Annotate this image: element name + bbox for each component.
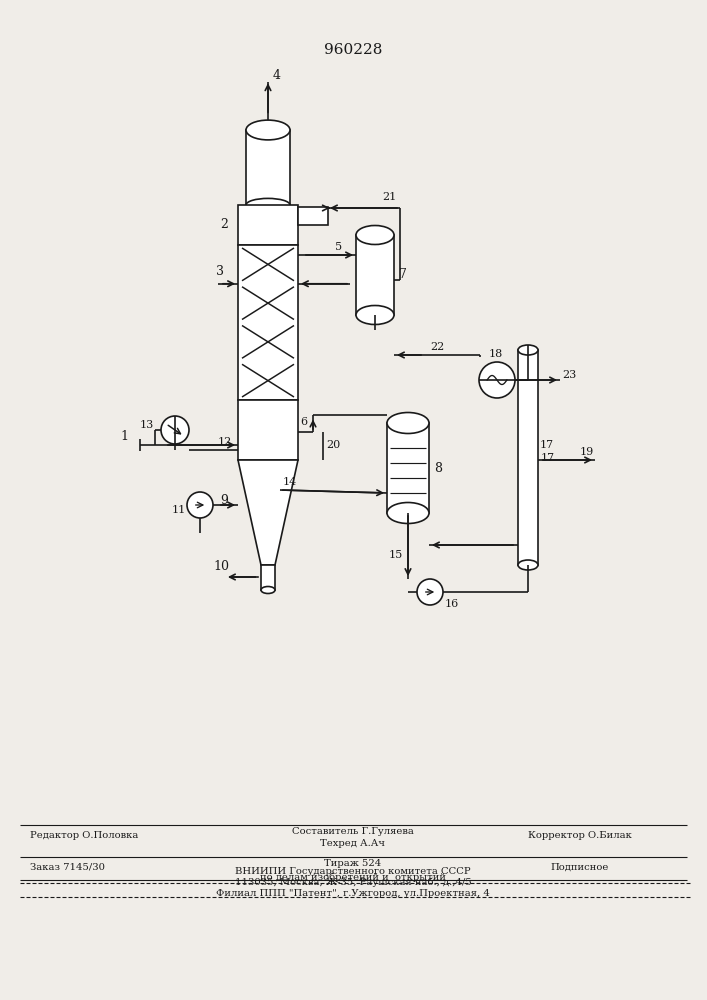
Text: 17: 17	[541, 453, 555, 463]
Text: Филиал ППП "Патент", г.Ужгород, ул.Проектная, 4: Филиал ППП "Патент", г.Ужгород, ул.Проек…	[216, 888, 490, 898]
Bar	[298, 207, 328, 225]
Text: 11: 11	[172, 505, 186, 515]
Text: 9: 9	[220, 493, 228, 506]
Bar	[518, 350, 538, 565]
Ellipse shape	[246, 198, 290, 212]
Bar	[238, 205, 298, 245]
Ellipse shape	[387, 502, 429, 524]
Bar	[238, 245, 298, 400]
Text: 4: 4	[273, 69, 281, 82]
Text: Составитель Г.Гуляева: Составитель Г.Гуляева	[292, 826, 414, 836]
Text: 8: 8	[434, 462, 442, 475]
Text: 14: 14	[283, 477, 297, 487]
Text: 13: 13	[140, 420, 154, 430]
Text: 17: 17	[540, 440, 554, 450]
Text: 5: 5	[335, 242, 342, 252]
Bar	[238, 400, 298, 460]
Text: 10: 10	[213, 560, 229, 574]
Text: 19: 19	[580, 447, 595, 457]
Text: 23: 23	[562, 370, 576, 380]
Text: Тираж 524: Тираж 524	[325, 858, 382, 867]
Bar	[261, 565, 275, 590]
Circle shape	[187, 492, 213, 518]
Text: 22: 22	[430, 342, 444, 352]
Text: 3: 3	[216, 265, 224, 278]
Text: 7: 7	[399, 268, 407, 282]
Text: по делам изобретений и  открытий: по делам изобретений и открытий	[260, 872, 446, 882]
Bar	[246, 130, 290, 205]
Text: 20: 20	[326, 440, 340, 450]
Text: 16: 16	[445, 599, 460, 609]
Text: Подписное: Подписное	[551, 862, 609, 871]
Text: 6: 6	[300, 417, 307, 427]
Ellipse shape	[261, 586, 275, 593]
Ellipse shape	[246, 120, 290, 140]
Ellipse shape	[356, 226, 394, 244]
Text: 18: 18	[489, 349, 503, 359]
Text: 1: 1	[120, 430, 128, 444]
Ellipse shape	[356, 306, 394, 324]
Text: Заказ 7145/30: Заказ 7145/30	[30, 862, 105, 871]
Text: 960228: 960228	[324, 43, 382, 57]
Ellipse shape	[518, 345, 538, 355]
Circle shape	[161, 416, 189, 444]
Text: 12: 12	[218, 437, 233, 447]
Text: 21: 21	[382, 192, 396, 202]
Circle shape	[479, 362, 515, 398]
Ellipse shape	[518, 560, 538, 570]
Bar	[356, 235, 394, 315]
Text: 15: 15	[389, 550, 403, 560]
Text: 2: 2	[220, 219, 228, 232]
Polygon shape	[238, 460, 298, 565]
Text: Корректор О.Билак: Корректор О.Билак	[528, 830, 632, 840]
Text: 113035, Москва, Ж-35, Раушская наб., д.,4/5: 113035, Москва, Ж-35, Раушская наб., д.,…	[235, 877, 472, 887]
Text: Техред А.Ач: Техред А.Ач	[320, 838, 385, 848]
Text: Редактор О.Половка: Редактор О.Половка	[30, 830, 139, 840]
Ellipse shape	[387, 412, 429, 434]
Bar	[387, 423, 429, 513]
Text: ВНИИПИ Государственного комитета СССР: ВНИИПИ Государственного комитета СССР	[235, 867, 471, 876]
Circle shape	[417, 579, 443, 605]
